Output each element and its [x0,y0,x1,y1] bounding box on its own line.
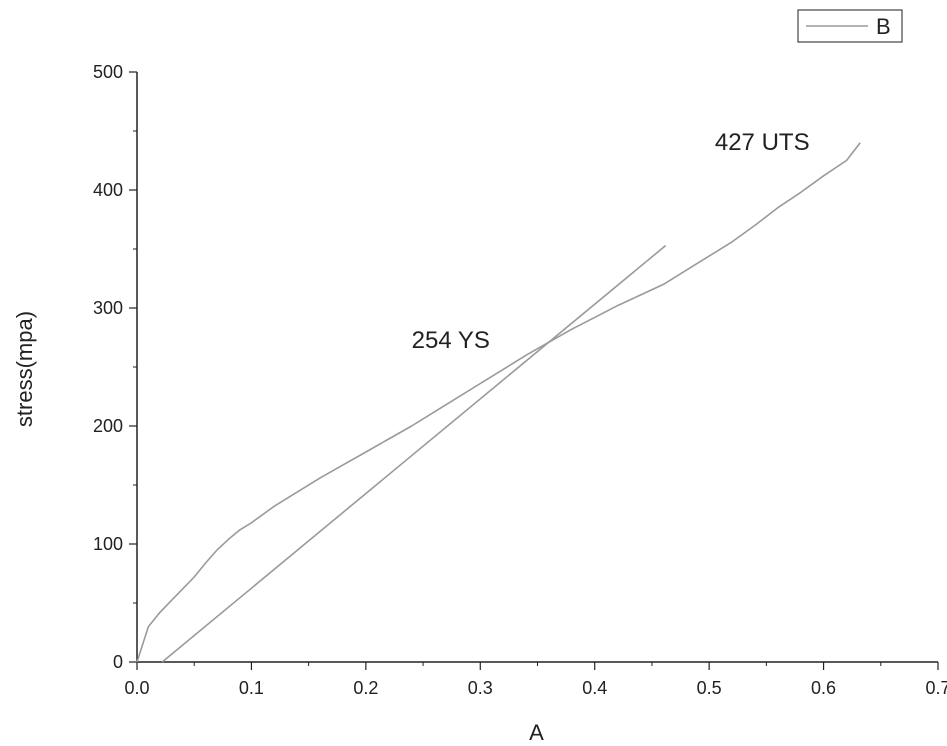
legend: B [797,9,903,43]
annotations: 254 YS 427 UTS [412,129,810,354]
axes: 0.0 0.1 0.2 0.3 0.4 0.5 0.6 0.7 0 100 200 300 400 500… [12,62,947,745]
y-axis-title: stress(mpa) [12,311,37,427]
x-axis-title: A [529,720,544,745]
y-tick-label: 200 [93,416,123,436]
x-tick-label: 0.0 [124,678,149,698]
x-tick-label: 0.7 [925,678,947,698]
y-tick-label: 100 [93,534,123,554]
series-line-b [136,142,861,663]
x-tick-label: 0.4 [582,678,607,698]
y-tick-label: 400 [93,180,123,200]
legend-entry: B [876,14,891,39]
series-group [136,142,861,663]
y-tick-label: 0 [113,652,123,672]
y-tick-label: 300 [93,298,123,318]
y-tick-label: 500 [93,62,123,82]
x-tick-label: 0.5 [697,678,722,698]
annotation-label: 254 YS [412,327,490,354]
x-tick-label: 0.2 [353,678,378,698]
offset-line [161,244,667,663]
x-tick-label: 0.6 [811,678,836,698]
annotation-label: 427 UTS [715,129,810,156]
x-tick-label: 0.1 [239,678,264,698]
x-tick-label: 0.3 [468,678,493,698]
